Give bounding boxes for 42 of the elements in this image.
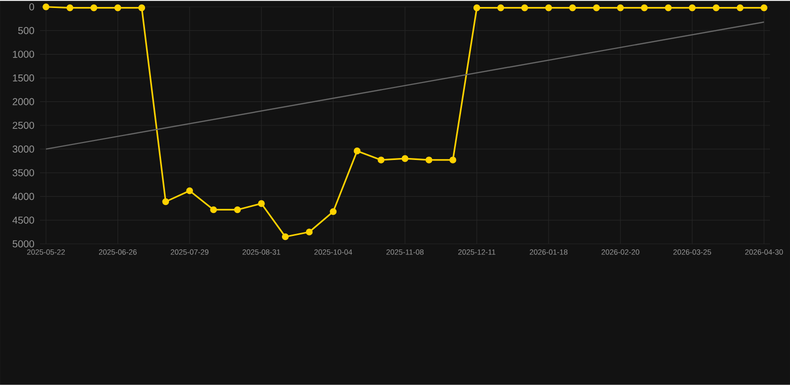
point [545, 4, 552, 12]
point [162, 198, 170, 206]
point [210, 206, 217, 214]
point [617, 4, 624, 12]
point [736, 4, 744, 12]
y-tick-label: 3500 [12, 169, 34, 176]
point [640, 4, 648, 12]
point [354, 148, 361, 154]
point [66, 4, 74, 12]
point [760, 4, 768, 12]
point [688, 4, 696, 12]
y-tick-label: 2000 [12, 98, 34, 106]
point [42, 4, 50, 10]
point [138, 4, 146, 12]
point [186, 187, 193, 194]
y-tick-label: 0 [29, 3, 34, 10]
point [258, 200, 265, 208]
point [330, 208, 337, 216]
point [402, 155, 408, 162]
point [497, 4, 504, 12]
point [90, 4, 98, 12]
point [521, 4, 528, 12]
y-tick-label: 4500 [12, 216, 34, 224]
y-tick-label: 500 [18, 27, 34, 34]
point [712, 4, 720, 12]
y-tick-label: 2500 [12, 122, 34, 129]
point [306, 228, 313, 236]
point [569, 4, 576, 12]
point [114, 4, 122, 12]
y-tick-label: 3000 [12, 146, 34, 153]
point [426, 156, 432, 164]
point [593, 4, 600, 12]
y-tick-label: 4000 [12, 192, 34, 200]
point [449, 156, 456, 164]
y-tick-label: 1000 [12, 50, 34, 58]
point [234, 206, 241, 214]
point [378, 156, 384, 164]
y-tick-label: 1500 [12, 74, 34, 82]
point [282, 233, 289, 240]
y-tick-label: 5000 [12, 240, 34, 248]
point [473, 4, 480, 12]
point [664, 4, 672, 12]
